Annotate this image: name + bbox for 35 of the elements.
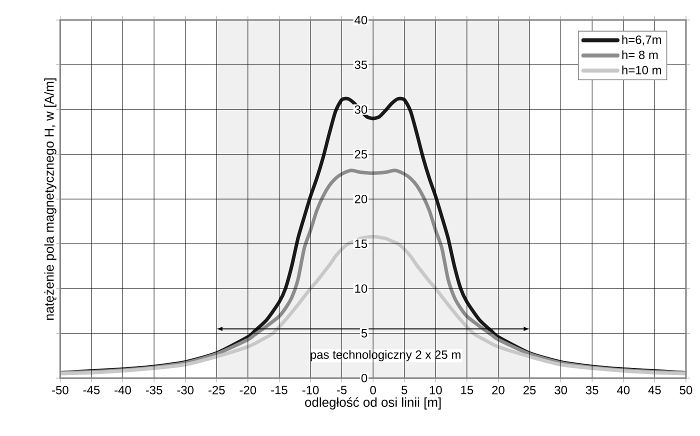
y-tick-label: 20 [354,194,368,204]
x-tick-label: 30 [554,386,568,394]
x-tick-label: -50 [52,386,68,394]
x-tick-label: -45 [83,386,100,394]
x-tick-label: 5 [402,386,408,394]
x-tick-label: -40 [114,386,131,394]
x-tick-label: -25 [208,386,225,394]
x-tick-label: -35 [146,386,162,394]
x-tick-label: 50 [680,386,692,394]
x-tick-label: -20 [240,386,256,394]
y-tick-label: 10 [355,284,368,293]
x-tick-label: 25 [523,386,536,394]
x-axis-title: odległość od osi linii [m] [305,397,441,410]
y-tick-label: 40 [354,16,368,24]
x-tick-label: 15 [461,386,474,394]
x-tick-label: 20 [492,386,504,394]
x-tick-label: -5 [336,386,347,394]
x-tick-label: -10 [302,386,319,394]
x-tick-label: 0 [370,386,376,394]
x-tick-label: -30 [177,386,194,394]
y-tick-label: 0 [361,374,368,382]
x-tick-label: 35 [586,386,598,394]
legend-label: h=6,7m [622,35,661,46]
y-tick-label: 35 [354,60,368,69]
x-tick-label: 40 [617,386,630,394]
legend-label: h=10 m [622,65,661,74]
y-tick-label: 5 [361,329,368,338]
x-tick-label: 10 [430,386,442,394]
y-tick-label: 15 [355,240,368,248]
y-tick-label: 25 [354,150,368,158]
x-tick-label: -15 [271,386,288,394]
legend-label: h= 8 m [622,50,658,60]
x-tick-label: 45 [648,386,661,394]
line-series [60,234,686,376]
y-axis-title: natężenie pola magnetycznego H, w [A/m] [44,78,56,320]
